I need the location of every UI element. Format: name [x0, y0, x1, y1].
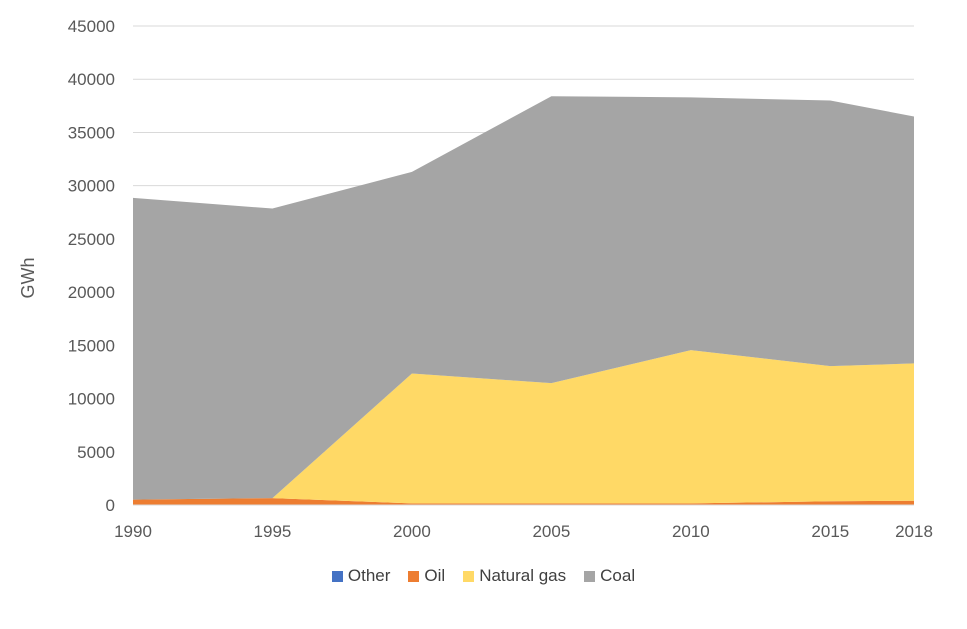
legend-swatch	[584, 570, 596, 582]
y-axis-label: GWh	[18, 257, 38, 298]
series-areas	[133, 96, 914, 505]
y-axis-ticks: 0 5000 10000 15000 20000 25000 30000 35000 40000…	[68, 17, 115, 515]
y-tick-label: 5000	[77, 443, 115, 462]
y-tick-label: 35000	[68, 123, 115, 142]
legend-item-oil: Oil	[408, 566, 445, 586]
legend-item-natural-gas: Natural gas	[463, 566, 566, 586]
y-tick-label: 0	[106, 496, 115, 515]
legend-label: Oil	[424, 566, 446, 585]
x-tick-label: 1990	[114, 522, 152, 541]
legend: Other Oil Natural gas Coal	[0, 566, 967, 586]
x-tick-label: 2015	[811, 522, 849, 541]
y-tick-label: 40000	[68, 70, 115, 89]
legend-item-other: Other	[331, 566, 391, 586]
legend-swatch	[331, 570, 343, 582]
area-coal	[133, 96, 914, 500]
y-tick-label: 25000	[68, 230, 115, 249]
y-tick-label: 30000	[68, 177, 115, 196]
x-tick-label: 1995	[254, 522, 292, 541]
x-tick-label: 2005	[532, 522, 570, 541]
y-tick-label: 10000	[68, 390, 115, 409]
legend-label: Other	[347, 566, 391, 585]
x-tick-label: 2000	[393, 522, 431, 541]
legend-label: Natural gas	[479, 566, 567, 585]
legend-label: Coal	[600, 566, 636, 585]
area-natural-gas	[133, 350, 914, 504]
x-tick-label: 2010	[672, 522, 710, 541]
legend-swatch	[408, 570, 420, 582]
x-tick-label: 2018	[895, 522, 933, 541]
y-tick-label: 20000	[68, 283, 115, 302]
legend-swatch	[463, 570, 475, 582]
legend-item-coal: Coal	[584, 566, 635, 586]
area-oil	[133, 498, 914, 505]
y-tick-label: 45000	[68, 17, 115, 36]
x-axis-ticks: 1990 1995 2000 2005 2010 2015 2018	[114, 522, 933, 541]
y-tick-label: 15000	[68, 336, 115, 355]
